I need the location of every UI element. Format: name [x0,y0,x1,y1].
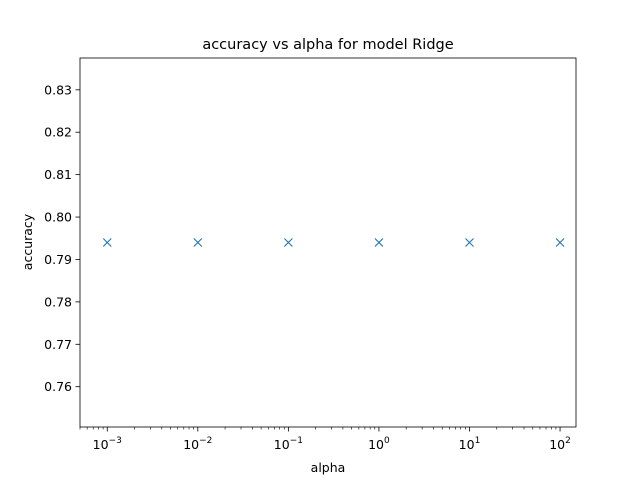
x-tick-label: 102 [549,436,571,452]
y-axis-label: accuracy [20,213,35,270]
chart-title: accuracy vs alpha for model Ridge [202,37,453,53]
x-tick-label: 10−2 [183,436,212,452]
data-point [283,238,293,247]
y-tick-label: 0.79 [44,252,72,267]
y-tick-label: 0.78 [44,294,72,309]
x-tick-label: 10−1 [274,436,303,452]
y-tick-label: 0.82 [44,125,72,140]
x-axis-label: alpha [311,460,346,475]
y-tick-label: 0.81 [44,167,72,182]
data-point [193,238,203,247]
y-tick-label: 0.83 [44,82,72,97]
x-tick-label: 101 [459,436,481,452]
y-axis: 0.76 0.77 0.78 0.79 0.80 0.81 0.82 0.83 [44,82,80,394]
data-point [102,238,112,247]
x-tick-label: 100 [368,436,390,452]
data-point [465,238,474,247]
plot-frame [79,57,577,428]
y-tick-label: 0.77 [44,337,72,352]
y-tick-label: 0.76 [44,379,72,394]
x-tick-label: 10−3 [93,436,122,452]
data-series [102,238,565,247]
plot-area [79,57,577,428]
data-point [374,238,384,247]
x-axis: 10−3 10−2 10−1 100 101 102 [79,427,571,452]
y-tick-label: 0.80 [44,210,72,225]
data-point [555,238,565,247]
